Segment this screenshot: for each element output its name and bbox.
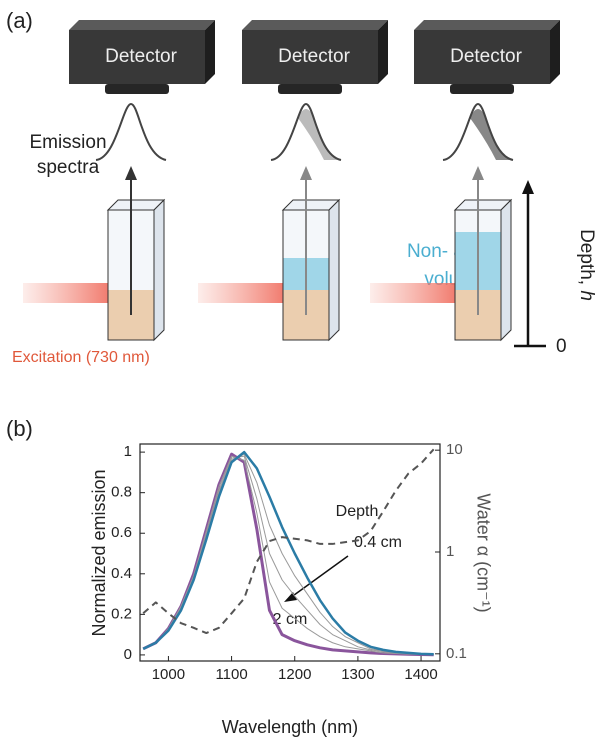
y-tick-label: 1 (124, 443, 132, 460)
detector-lens (278, 84, 342, 94)
x-tick-label: 1400 (404, 666, 437, 683)
detector-label: Detector (450, 46, 522, 67)
emission-line (142, 455, 434, 656)
x-tick-label: 1100 (215, 666, 247, 683)
excitation-beam (23, 283, 108, 303)
detector-body (69, 30, 205, 84)
cuvette-side (328, 198, 340, 342)
excitation-beam (370, 283, 455, 303)
spectrum-shade (298, 109, 338, 160)
detector-side (550, 20, 560, 84)
emission-arrowhead (125, 166, 137, 180)
y-tick-label: 0.6 (111, 524, 132, 541)
x-axis-label: Wavelength (nm) (222, 717, 358, 737)
y2-tick-label: 10 (446, 441, 463, 458)
spectrum (95, 102, 167, 161)
y-tick-label: 0.8 (111, 484, 132, 501)
water-absorption-line (142, 448, 435, 635)
y-tick-label: 0.2 (111, 605, 132, 622)
detector-top (242, 20, 388, 30)
panel-label: (b) (6, 416, 33, 441)
depth-label: Depth, h (576, 229, 597, 301)
detector-label: Detector (105, 46, 177, 67)
plot-frame (139, 443, 441, 662)
y2-tick-label: 0.1 (446, 645, 467, 662)
x-tick-label: 1200 (278, 666, 311, 683)
detector-top (69, 20, 215, 30)
detector-top (414, 20, 560, 30)
excitation-label: Excitation (730 nm) (12, 349, 150, 366)
y-axis-label: Normalized emission (89, 469, 109, 636)
y-tick-label: 0.4 (111, 565, 132, 582)
x-tick-label: 1300 (341, 666, 374, 683)
panel-b: (b) Normalized emission Water α (cm⁻¹) W… (6, 416, 493, 737)
detector-lens (450, 84, 514, 94)
y-tick-label: 0 (124, 646, 132, 663)
cuvette-side (153, 198, 165, 342)
detector-body (242, 30, 378, 84)
emission-line (142, 450, 434, 656)
plot-lines (142, 448, 435, 657)
panel-label: (a) (6, 8, 33, 33)
panel-a: (a) Emission spectra Non- active volume … (6, 8, 597, 366)
spectrum (270, 102, 342, 161)
depth-arrowhead (522, 180, 534, 194)
excitation-beam (198, 283, 283, 303)
x-tick-label: 1000 (152, 666, 185, 683)
annotation: 0.4 cm (354, 534, 402, 551)
detector-label: Detector (278, 46, 350, 67)
y2-tick-label: 1 (446, 543, 454, 560)
emission-arrowhead (472, 166, 484, 180)
emission-arrowhead (300, 166, 312, 180)
detector-lens (105, 84, 169, 94)
spectrum-shade (470, 109, 510, 160)
detector-side (205, 20, 215, 84)
detector-body (414, 30, 550, 84)
emission-label: Emission (29, 132, 106, 153)
depth-symbol: h (576, 290, 597, 301)
spectrum (442, 102, 514, 161)
y2-axis-label: Water α (cm⁻¹) (473, 493, 493, 612)
depth-zero: 0 (556, 336, 567, 357)
annotation: 2 cm (273, 611, 308, 628)
cuvette-side (500, 198, 512, 342)
emission-label: spectra (37, 157, 100, 178)
emission-line (142, 452, 434, 657)
detector-side (378, 20, 388, 84)
depth-arrow (289, 555, 349, 599)
depth-text: Depth, (576, 229, 597, 285)
annotation: Depth (336, 503, 379, 520)
